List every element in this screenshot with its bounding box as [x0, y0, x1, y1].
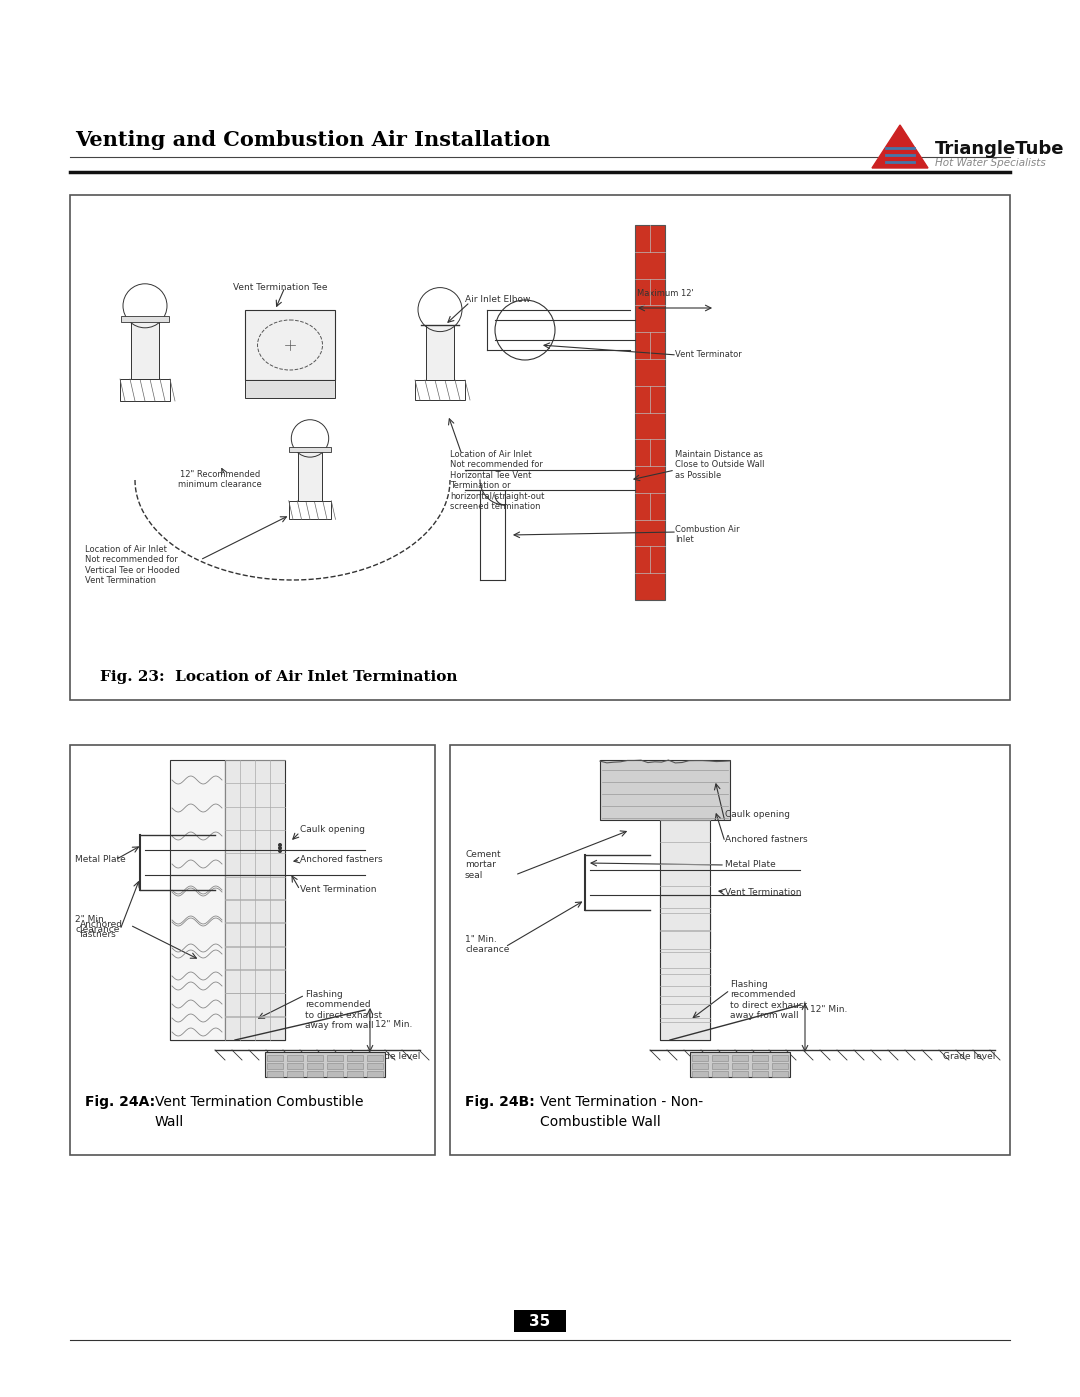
- Bar: [732, 1071, 748, 1077]
- Text: Anchored fastners: Anchored fastners: [725, 835, 808, 844]
- Bar: [600, 760, 730, 820]
- Bar: [225, 875, 285, 1039]
- Bar: [245, 310, 335, 380]
- Bar: [347, 1071, 363, 1077]
- Bar: [752, 1063, 768, 1069]
- Bar: [307, 1055, 323, 1060]
- Bar: [690, 1052, 789, 1077]
- Polygon shape: [872, 124, 928, 168]
- Text: 35: 35: [529, 1313, 551, 1329]
- Text: Anchored
fastners: Anchored fastners: [80, 921, 123, 939]
- Bar: [712, 1063, 728, 1069]
- Bar: [327, 1071, 343, 1077]
- Text: 2" Min.
clearance: 2" Min. clearance: [75, 915, 120, 935]
- Bar: [367, 1063, 383, 1069]
- Text: Cement
mortar
seal: Cement mortar seal: [465, 849, 501, 880]
- Bar: [712, 1055, 728, 1060]
- Bar: [307, 1063, 323, 1069]
- Text: Wall: Wall: [156, 1115, 185, 1129]
- Bar: [327, 1063, 343, 1069]
- Text: TriangleTube: TriangleTube: [935, 140, 1065, 158]
- Bar: [245, 380, 335, 398]
- Bar: [347, 1063, 363, 1069]
- Text: Air Inlet Elbow: Air Inlet Elbow: [465, 295, 530, 305]
- Bar: [131, 319, 159, 379]
- Bar: [267, 1071, 283, 1077]
- Bar: [170, 760, 225, 1039]
- Text: Metal Plate: Metal Plate: [725, 861, 775, 869]
- Bar: [121, 316, 170, 323]
- Bar: [752, 1055, 768, 1060]
- Text: Venting and Combustion Air Installation: Venting and Combustion Air Installation: [75, 130, 551, 149]
- Text: Fig. 24B:: Fig. 24B:: [465, 1095, 535, 1109]
- Text: Vent Termination: Vent Termination: [725, 888, 801, 897]
- Bar: [288, 500, 332, 520]
- Text: Caulk opening: Caulk opening: [725, 810, 789, 819]
- Bar: [772, 1071, 788, 1077]
- Text: Maximum 12': Maximum 12': [637, 289, 693, 298]
- Bar: [298, 450, 322, 500]
- Text: 1" Min.
clearance: 1" Min. clearance: [465, 935, 510, 954]
- Bar: [415, 380, 465, 400]
- Bar: [732, 1063, 748, 1069]
- Bar: [426, 326, 454, 380]
- Bar: [772, 1055, 788, 1060]
- Text: Metal Plate: Metal Plate: [75, 855, 125, 863]
- Circle shape: [278, 847, 282, 849]
- Bar: [287, 1063, 303, 1069]
- Text: Hot Water Specialists: Hot Water Specialists: [935, 158, 1045, 168]
- Text: Maintain Distance as
Close to Outside Wall
as Possible: Maintain Distance as Close to Outside Wa…: [675, 450, 765, 479]
- Text: Vent Termination Tee: Vent Termination Tee: [233, 284, 327, 292]
- Bar: [267, 1055, 283, 1060]
- Text: Anchored fastners: Anchored fastners: [300, 855, 382, 863]
- Bar: [327, 1055, 343, 1060]
- Bar: [267, 1063, 283, 1069]
- Text: Flashing
recommended
to direct exhaust
away from wall: Flashing recommended to direct exhaust a…: [305, 990, 382, 1030]
- Bar: [635, 225, 665, 599]
- Text: Combustion Air
Inlet: Combustion Air Inlet: [675, 525, 740, 545]
- Bar: [660, 820, 710, 1039]
- Text: Vent Termination Combustible: Vent Termination Combustible: [156, 1095, 364, 1109]
- Bar: [660, 895, 710, 1039]
- Bar: [514, 1310, 566, 1331]
- Bar: [712, 1071, 728, 1077]
- Text: Fig. 24A:: Fig. 24A:: [85, 1095, 156, 1109]
- Text: Vent Termination: Vent Termination: [300, 886, 377, 894]
- Text: Caulk opening: Caulk opening: [300, 826, 365, 834]
- Text: Location of Air Inlet
Not recommended for
Horizontal Tee Vent
Termination or
hor: Location of Air Inlet Not recommended fo…: [450, 450, 544, 511]
- Bar: [450, 745, 1010, 1155]
- Bar: [692, 1063, 708, 1069]
- Text: Grade level: Grade level: [943, 1052, 995, 1060]
- Bar: [289, 447, 330, 453]
- Bar: [367, 1071, 383, 1077]
- Bar: [70, 196, 1010, 700]
- Bar: [732, 1055, 748, 1060]
- Text: Combustible Wall: Combustible Wall: [540, 1115, 661, 1129]
- Text: Vent Terminator: Vent Terminator: [675, 351, 742, 359]
- Bar: [265, 1052, 384, 1077]
- Circle shape: [278, 842, 282, 847]
- Text: 12" Recommended
minimum clearance: 12" Recommended minimum clearance: [178, 469, 261, 489]
- Bar: [287, 1071, 303, 1077]
- Text: Flashing
recommended
to direct exhaust
away from wall: Flashing recommended to direct exhaust a…: [730, 981, 807, 1020]
- Text: Fig. 23:  Location of Air Inlet Termination: Fig. 23: Location of Air Inlet Terminati…: [100, 671, 458, 685]
- Bar: [752, 1071, 768, 1077]
- Text: Grade level: Grade level: [367, 1052, 420, 1060]
- Bar: [692, 1055, 708, 1060]
- Bar: [287, 1055, 303, 1060]
- Bar: [70, 745, 435, 1155]
- Bar: [772, 1063, 788, 1069]
- Bar: [307, 1071, 323, 1077]
- Bar: [367, 1055, 383, 1060]
- Bar: [347, 1055, 363, 1060]
- Text: 12" Min.: 12" Min.: [375, 1020, 413, 1030]
- Bar: [170, 875, 225, 1039]
- Text: Vent Termination - Non-: Vent Termination - Non-: [540, 1095, 703, 1109]
- Circle shape: [278, 849, 282, 854]
- Text: 12" Min.: 12" Min.: [810, 1004, 848, 1014]
- Bar: [120, 379, 170, 401]
- Bar: [225, 760, 285, 1039]
- Text: Location of Air Inlet
Not recommended for
Vertical Tee or Hooded
Vent Terminatio: Location of Air Inlet Not recommended fo…: [85, 545, 180, 585]
- Bar: [692, 1071, 708, 1077]
